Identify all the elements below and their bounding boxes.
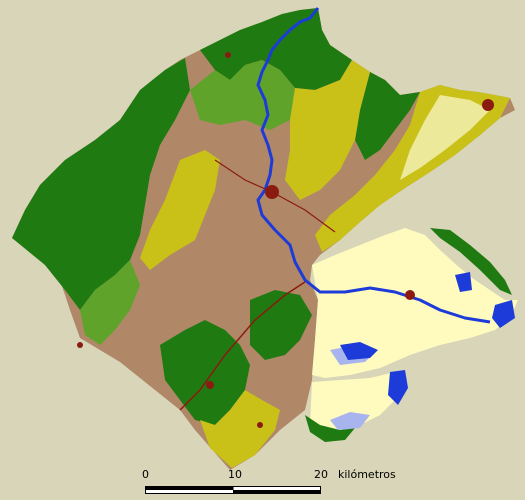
scale-tick-10: 10 (228, 468, 242, 481)
urban-west-town (77, 342, 83, 348)
urban-north-town (225, 52, 231, 58)
lagoon-1 (340, 342, 378, 360)
forest-region-north (200, 8, 352, 90)
agriculture-dry-west (140, 150, 220, 270)
lagoon-4 (455, 272, 472, 292)
agriculture-dry-north (285, 60, 370, 200)
road-north (214, 159, 336, 233)
scale-tick-0: 0 (142, 468, 149, 481)
delta-tip-south (305, 415, 355, 442)
scale-bar (145, 486, 321, 494)
wetland-area-2 (330, 412, 370, 430)
shrub-region-south (80, 260, 140, 345)
delta-spit-north (430, 228, 512, 295)
urban-coast-town (257, 422, 263, 428)
agriculture-mixed-east (400, 95, 490, 180)
road (179, 281, 306, 411)
river (256, 7, 491, 324)
lagoon-2 (388, 370, 408, 405)
delta-region (312, 228, 518, 378)
forest-region-southeast (250, 290, 312, 360)
agriculture-dry-south (200, 390, 280, 468)
forest-region-northeast (355, 72, 420, 160)
scale-unit-label: kilómetros (338, 468, 396, 481)
urban-east-town (482, 99, 494, 111)
scale-tick-20: 20 (314, 468, 328, 481)
lagoon-3 (492, 300, 515, 328)
forest-region-south (160, 320, 250, 425)
urban-south-town (206, 381, 214, 389)
urban-delta-town (405, 290, 415, 300)
forest-region-west (12, 58, 190, 310)
